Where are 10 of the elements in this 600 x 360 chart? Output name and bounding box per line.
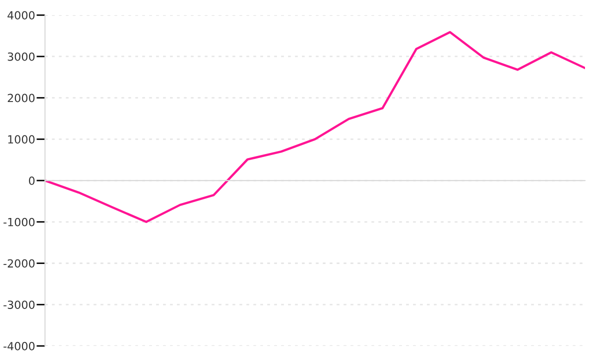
- line-series: [45, 30, 585, 224]
- y-tick-label: -4000: [4, 342, 35, 350]
- y-tick-label: -3000: [4, 300, 35, 309]
- y-tick-label: -1000: [4, 218, 35, 226]
- y-tick-label: 0: [28, 176, 35, 185]
- y-tick-label: -2000: [4, 259, 35, 268]
- y-tick-label: 2000: [8, 94, 35, 102]
- y-tick-label: 1000: [8, 135, 35, 144]
- y-tick-label: 3000: [8, 52, 35, 61]
- y-tick-label: 4000: [8, 11, 35, 20]
